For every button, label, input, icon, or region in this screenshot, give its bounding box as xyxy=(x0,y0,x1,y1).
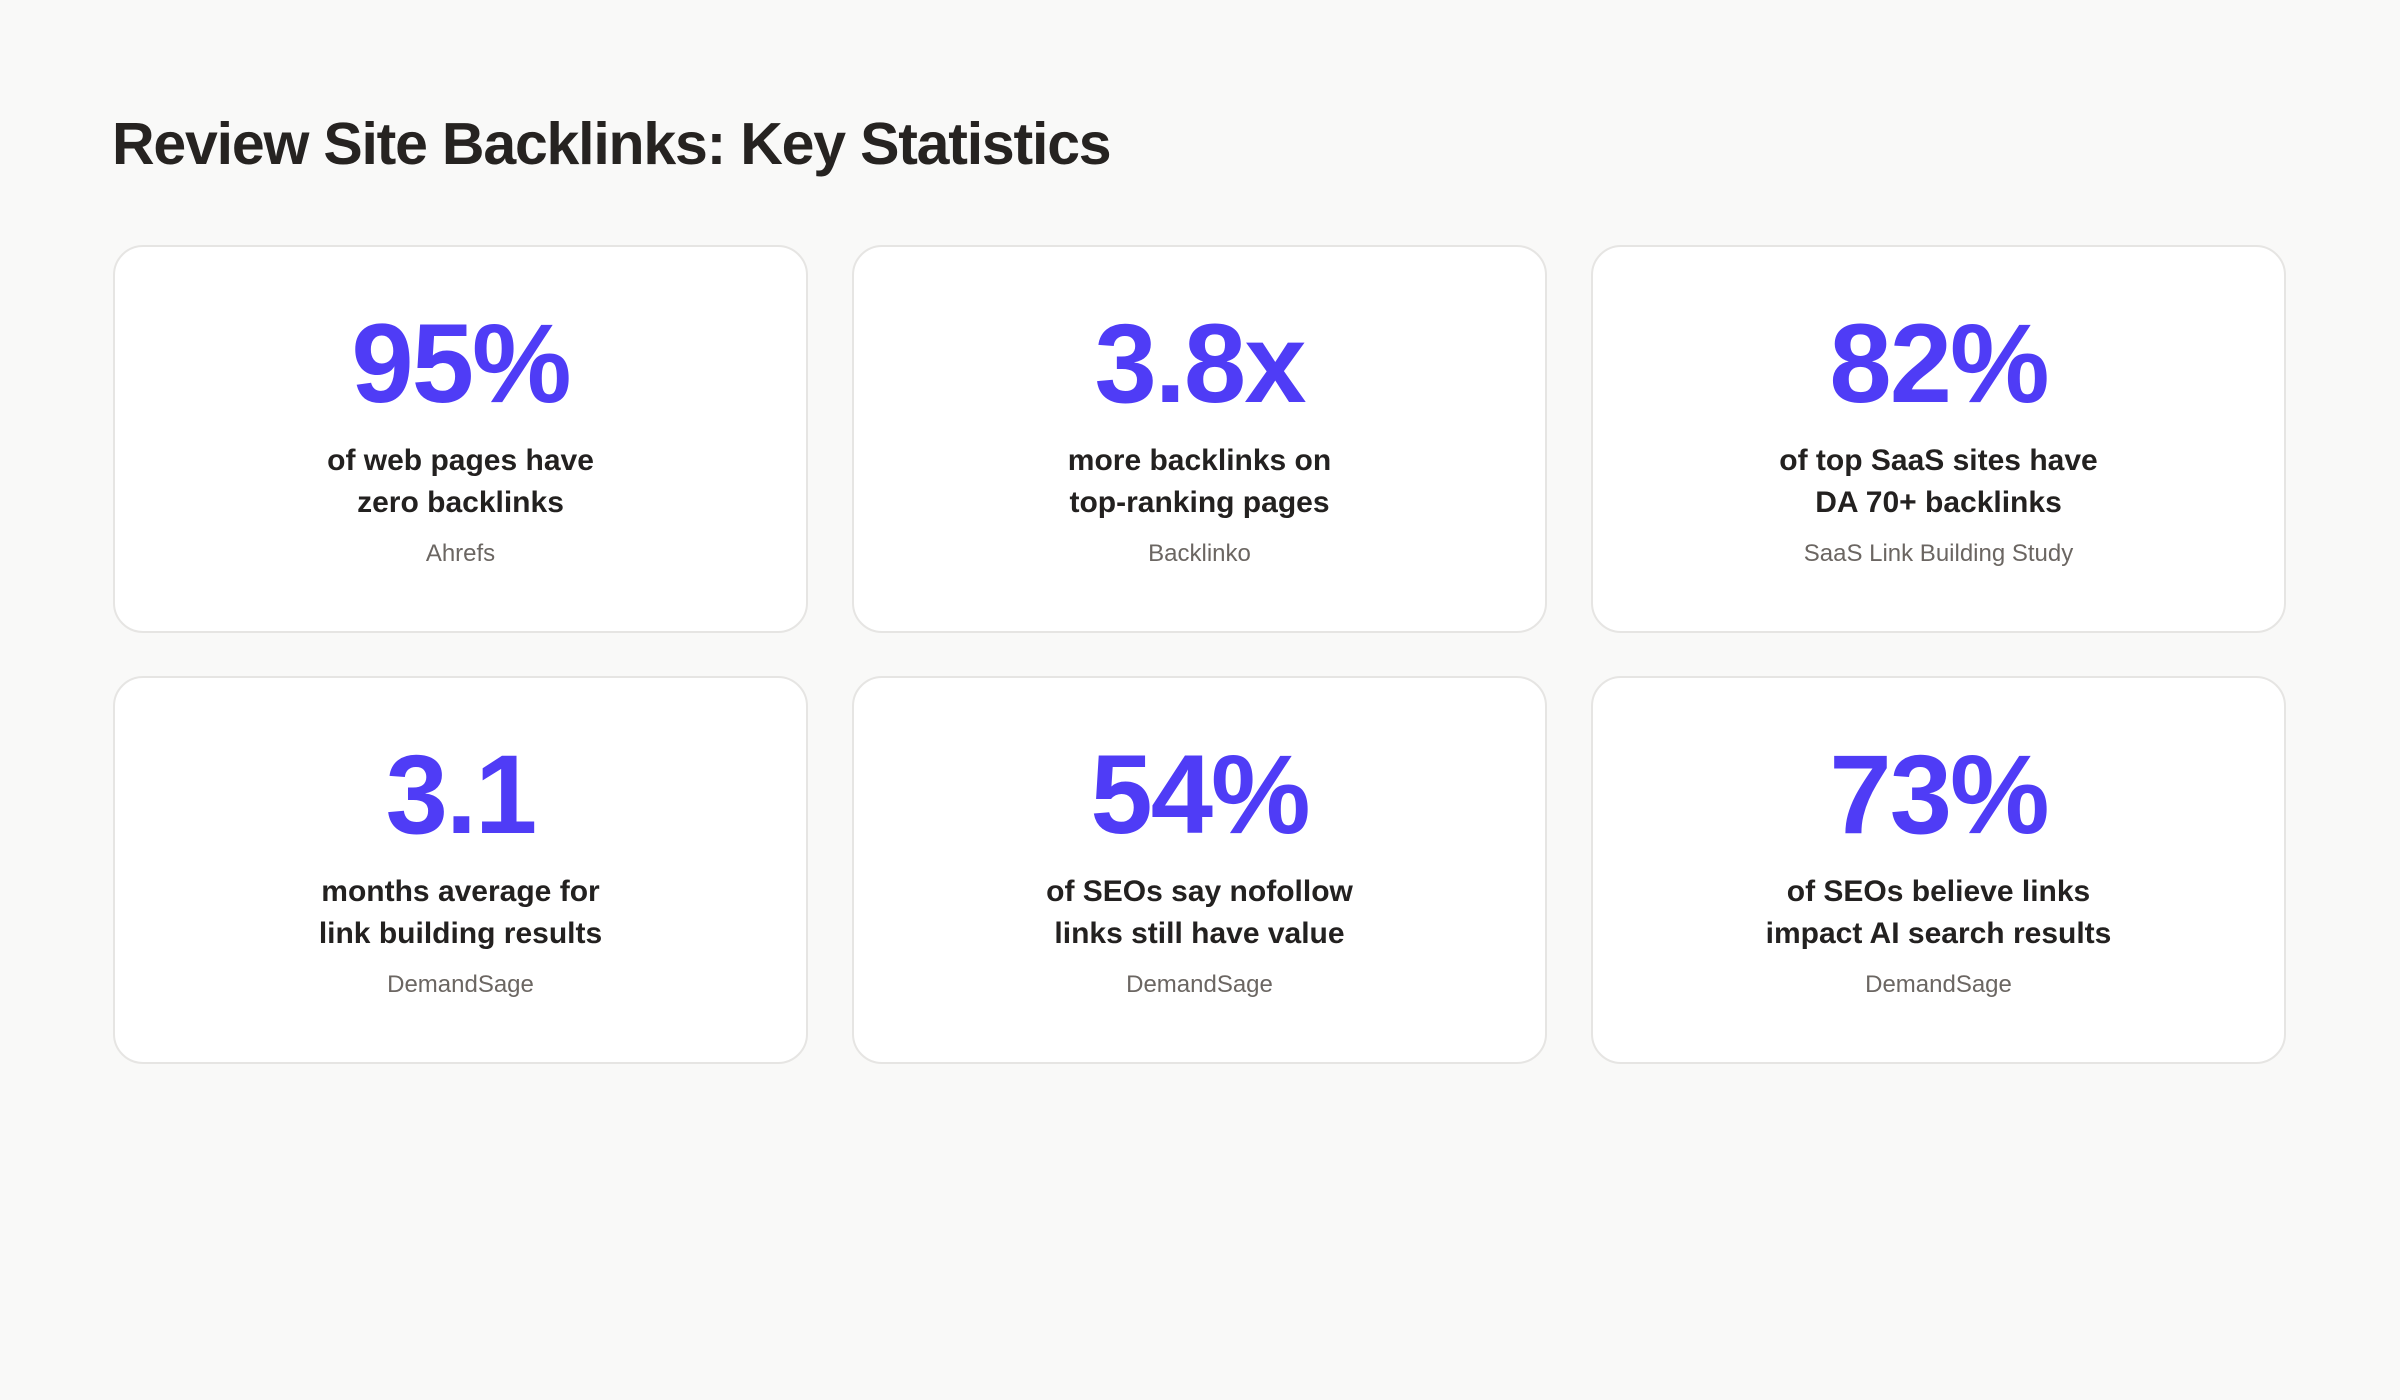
stat-card-ai-search-links: 73% of SEOs believe links impact AI sear… xyxy=(1591,676,2286,1064)
stat-value: 73% xyxy=(1829,732,2049,857)
stat-description-line: of SEOs believe links xyxy=(1786,875,2091,908)
stat-description-line: links still have value xyxy=(1054,917,1345,950)
stat-description: months average for link building results xyxy=(115,871,806,955)
stat-value: 54% xyxy=(1090,732,1310,857)
stat-description-line: link building results xyxy=(318,917,603,950)
stat-description: of top SaaS sites have DA 70+ backlinks xyxy=(1593,440,2284,524)
stat-description-line: of SEOs say nofollow xyxy=(1046,875,1353,908)
stat-value: 82% xyxy=(1829,301,2049,426)
stat-card-web-pages-zero-backlinks: 95% of web pages have zero backlinks Ahr… xyxy=(113,245,808,633)
stat-description-line: more backlinks on xyxy=(1067,444,1332,477)
stat-card-nofollow-value: 54% of SEOs say nofollow links still hav… xyxy=(852,676,1547,1064)
stat-source: Backlinko xyxy=(1148,540,1251,567)
stats-grid: 95% of web pages have zero backlinks Ahr… xyxy=(113,245,2287,1064)
stat-description-line: top-ranking pages xyxy=(1069,486,1330,519)
stat-source: DemandSage xyxy=(387,971,534,998)
stat-description-line: of top SaaS sites have xyxy=(1779,444,2098,477)
stat-source: SaaS Link Building Study xyxy=(1803,540,2074,567)
stat-source: DemandSage xyxy=(1126,971,1273,998)
stat-description-line: zero backlinks xyxy=(357,486,564,519)
page-title: Review Site Backlinks: Key Statistics xyxy=(112,111,1112,177)
stat-description: more backlinks on top-ranking pages xyxy=(854,440,1545,524)
stat-description-line: of web pages have xyxy=(327,444,594,477)
stat-description-line: DA 70+ backlinks xyxy=(1815,486,2062,519)
stat-card-top-ranking-backlinks: 3.8x more backlinks on top-ranking pages… xyxy=(852,245,1547,633)
stat-description: of SEOs say nofollow links still have va… xyxy=(854,871,1545,955)
stat-source: Ahrefs xyxy=(425,540,496,567)
stat-description: of SEOs believe links impact AI search r… xyxy=(1593,871,2284,955)
stat-value: 3.1 xyxy=(385,732,538,857)
stat-value: 3.8x xyxy=(1094,301,1307,426)
stat-card-link-building-months: 3.1 months average for link building res… xyxy=(113,676,808,1064)
stat-value: 95% xyxy=(351,301,571,426)
stat-description: of web pages have zero backlinks xyxy=(115,440,806,524)
stat-description-line: months average for xyxy=(321,875,600,908)
stat-description-line: impact AI search results xyxy=(1765,917,2112,950)
stat-source: DemandSage xyxy=(1865,971,2012,998)
stat-card-saas-da70-backlinks: 82% of top SaaS sites have DA 70+ backli… xyxy=(1591,245,2286,633)
